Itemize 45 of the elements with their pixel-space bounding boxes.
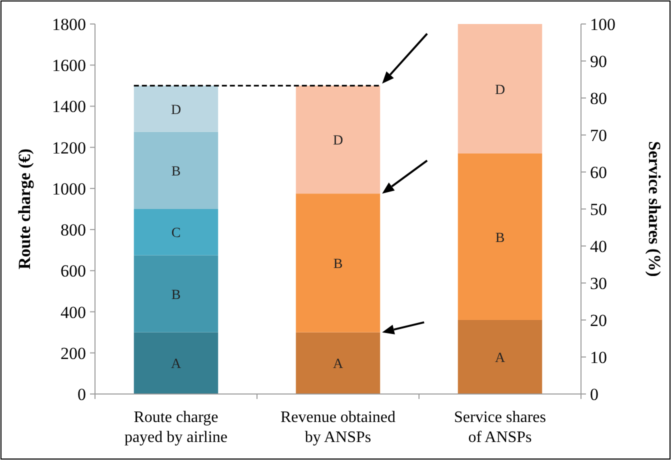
data-label: B <box>171 164 181 180</box>
bar <box>134 132 218 209</box>
bar <box>134 255 218 332</box>
data-label: A <box>494 351 506 366</box>
y2-tick-label: 40 <box>590 237 607 256</box>
data-label: C <box>171 226 181 242</box>
y2-axis-title: Service shares (%) <box>645 141 664 277</box>
bar <box>134 209 218 256</box>
data-label: B <box>171 288 181 303</box>
bar <box>296 86 380 194</box>
y-tick-label: 200 <box>60 344 86 363</box>
y2-tick-label: 90 <box>590 52 607 71</box>
y2-tick-label: 0 <box>590 385 598 404</box>
y2-tick-label: 100 <box>590 15 616 34</box>
y-axis-title: Route charge (€) <box>15 148 34 270</box>
data-label: D <box>170 102 182 118</box>
y-tick-label: 0 <box>78 385 86 404</box>
data-label: A <box>170 357 182 372</box>
data-label: D <box>332 134 344 149</box>
x-tick-label: Service shares of ANSPs <box>454 409 546 446</box>
x-tick-label: Revenue obtained by ANSPs <box>280 409 396 446</box>
data-label: D <box>494 82 506 98</box>
y2-tick-label: 30 <box>590 274 607 293</box>
bar <box>296 194 380 332</box>
bar <box>296 332 380 394</box>
y-tick-label: 1800 <box>52 15 86 34</box>
y2-tick-label: 20 <box>590 311 607 330</box>
y-tick-label: 800 <box>60 220 86 240</box>
y-tick-label: 1600 <box>52 56 86 76</box>
bar <box>134 86 218 132</box>
data-label: B <box>495 230 505 246</box>
y-tick-label: 600 <box>60 262 86 281</box>
x-tick-label: Route charge payed by airline <box>124 409 228 446</box>
data-label: A <box>332 357 344 372</box>
data-label: B <box>333 256 343 272</box>
y-tick-label: 1400 <box>52 97 86 116</box>
y2-tick-label: 10 <box>590 348 607 367</box>
y2-tick-label: 70 <box>590 126 607 145</box>
bar <box>134 332 218 394</box>
y2-tick-label: 60 <box>590 163 607 182</box>
y-tick-label: 400 <box>60 302 86 322</box>
y2-tick-label: 80 <box>590 89 607 108</box>
y-tick-label: 1000 <box>52 179 86 198</box>
y2-tick-label: 50 <box>590 200 607 219</box>
y-tick-label: 1200 <box>52 138 86 158</box>
